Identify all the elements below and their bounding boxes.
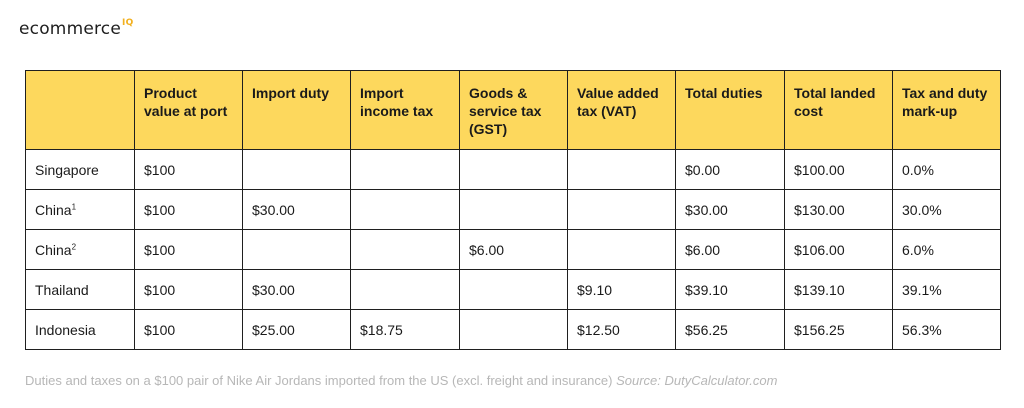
table-cell: $30.00 <box>675 189 785 230</box>
table-cell: $100 <box>134 269 243 310</box>
table-cell: $100 <box>134 229 243 270</box>
table-cell: 30.0% <box>892 189 1001 230</box>
header-import-income-tax: Import income tax <box>350 70 460 150</box>
table-row: China1 $100 $30.00 $30.00 $130.00 30.0% <box>25 189 1001 230</box>
table-cell: $56.25 <box>675 309 785 350</box>
table-cell <box>350 229 460 270</box>
table-cell: $100 <box>134 309 243 350</box>
header-gst: Goods & service tax (GST) <box>459 70 568 150</box>
table-cell <box>350 189 460 230</box>
logo-superscript: IQ <box>122 18 134 29</box>
table-cell: $106.00 <box>784 229 893 270</box>
table-cell <box>567 189 676 230</box>
table-row: China2 $100 $6.00 $6.00 $106.00 6.0% <box>25 229 1001 270</box>
table-cell: $100.00 <box>784 149 893 190</box>
table-cell <box>242 149 351 190</box>
table-cell <box>242 229 351 270</box>
duties-table: Product value at port Import duty Import… <box>25 70 1001 350</box>
table-cell: $30.00 <box>242 269 351 310</box>
country-cell: China2 <box>25 229 135 270</box>
table-cell: $9.10 <box>567 269 676 310</box>
header-total-duties: Total duties <box>675 70 785 150</box>
header-import-duty: Import duty <box>242 70 351 150</box>
country-cell: Thailand <box>25 269 135 310</box>
header-cell-empty <box>25 70 135 150</box>
table-cell: $0.00 <box>675 149 785 190</box>
table-cell: $6.00 <box>459 229 568 270</box>
country-cell: Indonesia <box>25 309 135 350</box>
table-cell: $39.10 <box>675 269 785 310</box>
table-cell: $18.75 <box>350 309 460 350</box>
header-product-value: Product value at port <box>134 70 243 150</box>
table-cell: 39.1% <box>892 269 1001 310</box>
table-cell: $25.00 <box>242 309 351 350</box>
table-cell: 56.3% <box>892 309 1001 350</box>
header-markup: Tax and duty mark-up <box>892 70 1001 150</box>
table-cell <box>459 269 568 310</box>
table-cell: $30.00 <box>242 189 351 230</box>
table-cell: 6.0% <box>892 229 1001 270</box>
table-row: Thailand $100 $30.00 $9.10 $39.10 $139.1… <box>25 269 1001 310</box>
table-cell <box>350 149 460 190</box>
table-header-row: Product value at port Import duty Import… <box>25 70 1001 150</box>
table-cell <box>350 269 460 310</box>
table-cell: 0.0% <box>892 149 1001 190</box>
table-cell: $156.25 <box>784 309 893 350</box>
header-vat: Value added tax (VAT) <box>567 70 676 150</box>
table-cell <box>459 189 568 230</box>
country-cell: China1 <box>25 189 135 230</box>
caption-text: Duties and taxes on a $100 pair of Nike … <box>25 373 613 388</box>
table-cell <box>567 149 676 190</box>
table-cell: $130.00 <box>784 189 893 230</box>
table-cell <box>567 229 676 270</box>
table-cell: $139.10 <box>784 269 893 310</box>
table-cell <box>459 149 568 190</box>
table-cell: $100 <box>134 189 243 230</box>
logo-text: ecommerce <box>19 19 122 39</box>
ecommerceiq-logo: ecommerceIQ <box>19 18 134 39</box>
table-caption: Duties and taxes on a $100 pair of Nike … <box>25 373 777 388</box>
table-cell <box>459 309 568 350</box>
table-cell: $6.00 <box>675 229 785 270</box>
table-row: Singapore $100 $0.00 $100.00 0.0% <box>25 149 1001 190</box>
table-cell: $12.50 <box>567 309 676 350</box>
caption-source: Source: DutyCalculator.com <box>616 373 778 388</box>
table-cell: $100 <box>134 149 243 190</box>
country-cell: Singapore <box>25 149 135 190</box>
header-total-landed-cost: Total landed cost <box>784 70 893 150</box>
table-row: Indonesia $100 $25.00 $18.75 $12.50 $56.… <box>25 309 1001 350</box>
